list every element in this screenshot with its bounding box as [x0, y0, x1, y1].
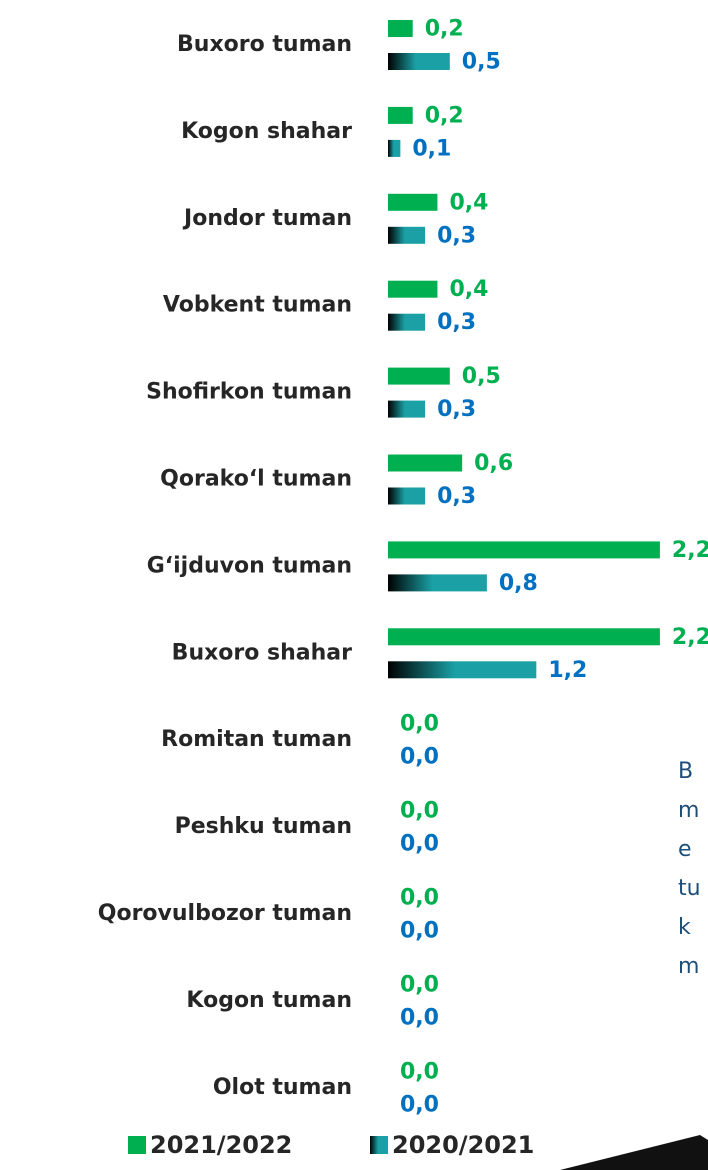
bar [388, 367, 450, 385]
value-label: 0,3 [437, 397, 476, 422]
bar [388, 226, 426, 244]
value-label: 0,0 [400, 886, 439, 911]
bar [388, 487, 426, 505]
bar [388, 574, 487, 592]
bar [388, 541, 660, 559]
bar [388, 53, 450, 70]
value-label: 0,6 [474, 451, 513, 476]
side-text: e [678, 837, 692, 862]
value-label: 0,8 [499, 571, 538, 596]
legend-label: 2020/2021 [392, 1131, 534, 1159]
value-label: 0,5 [462, 50, 501, 75]
category-label: Shofirkon tuman [146, 380, 352, 405]
bar [388, 454, 463, 472]
category-label: Qorako‘l tuman [160, 467, 352, 492]
value-label: 0,3 [437, 484, 476, 509]
category-label: Romitan tuman [161, 727, 352, 752]
bar [388, 106, 413, 124]
value-label: 0,2 [425, 17, 464, 42]
value-label: 2,2 [672, 625, 708, 650]
value-label: 0,0 [400, 1059, 439, 1084]
legend-label: 2021/2022 [150, 1131, 292, 1159]
category-label: G‘ijduvon tuman [147, 553, 352, 578]
value-label: 0,0 [400, 919, 439, 944]
bar [388, 193, 438, 211]
decoration [560, 1135, 708, 1170]
value-label: 2,2 [672, 538, 708, 563]
category-label: Qorovulbozor tuman [98, 901, 352, 926]
value-label: 0,3 [437, 223, 476, 248]
value-label: 1,2 [548, 658, 587, 683]
category-label: Kogon shahar [181, 119, 352, 144]
value-label: 0,0 [400, 1005, 439, 1030]
value-label: 0,0 [400, 1092, 439, 1117]
value-label: 0,1 [412, 136, 451, 161]
legend-swatch [128, 1136, 146, 1154]
bar [388, 628, 660, 646]
bar [388, 313, 426, 331]
value-label: 0,4 [449, 190, 488, 215]
bar [388, 280, 438, 298]
category-label: Vobkent tuman [163, 293, 352, 318]
value-label: 0,0 [400, 832, 439, 857]
side-text: m [678, 954, 699, 979]
side-text: B [678, 759, 693, 784]
bar [388, 400, 426, 418]
category-label: Buxoro shahar [172, 640, 352, 665]
value-label: 0,0 [400, 712, 439, 737]
value-label: 0,4 [449, 277, 488, 302]
value-label: 0,5 [462, 364, 501, 389]
category-label: Buxoro tuman [177, 32, 352, 57]
category-label: Peshku tuman [175, 814, 352, 839]
value-label: 0,0 [400, 972, 439, 997]
category-label: Jondor tuman [182, 206, 352, 231]
bar [388, 661, 537, 679]
bar [388, 20, 413, 37]
value-label: 0,3 [437, 310, 476, 335]
category-label: Kogon tuman [186, 988, 352, 1013]
value-label: 0,0 [400, 799, 439, 824]
legend-swatch [370, 1136, 388, 1154]
value-label: 0,2 [425, 103, 464, 128]
side-text: m [678, 798, 699, 823]
category-label: Olot tuman [213, 1075, 352, 1100]
side-text: tu [678, 876, 701, 901]
bar [388, 139, 401, 157]
side-text: k [678, 915, 691, 940]
value-label: 0,0 [400, 745, 439, 770]
